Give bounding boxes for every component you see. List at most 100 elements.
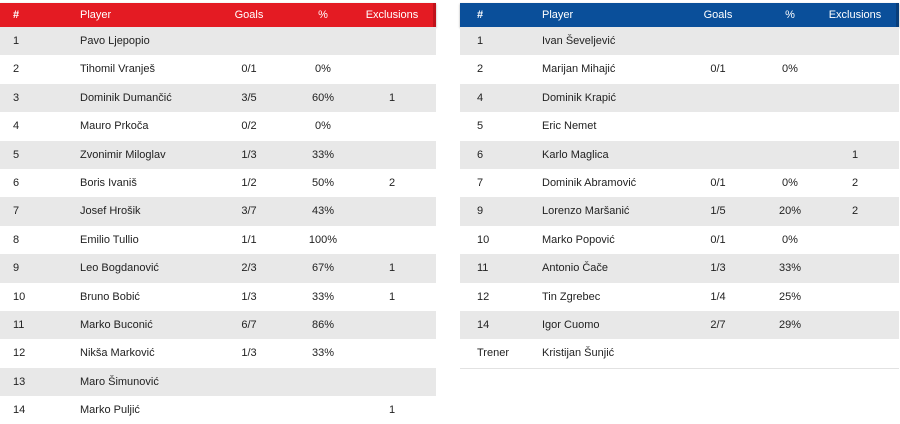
- player-number: 10: [13, 290, 26, 303]
- player-name: Marijan Mihajić: [542, 63, 616, 76]
- player-percent: 60%: [311, 91, 335, 104]
- player-percent: 100%: [308, 233, 338, 246]
- header-number: #: [477, 9, 484, 21]
- player-number: 14: [13, 404, 26, 417]
- player-percent: 0%: [782, 176, 798, 189]
- table-row: 5 Zvonimir Miloglav 1/3 33%: [0, 140, 436, 169]
- header-number: #: [13, 9, 20, 21]
- table-row: 8 Emilio Tullio 1/1 100%: [0, 226, 436, 254]
- table-row: 4 Dominik Krapić: [460, 83, 899, 113]
- home-table-header: # Player Goals % Exclusions: [0, 3, 436, 27]
- player-name: Boris Ivaniš: [80, 176, 137, 189]
- player-goals: 3/5: [241, 91, 257, 104]
- player-percent: 33%: [778, 262, 802, 275]
- home-team-stats-table: # Player Goals % Exclusions 1 Pavo Ljepop…: [0, 3, 436, 424]
- player-exclusions: 1: [388, 262, 396, 275]
- player-percent: 20%: [778, 205, 802, 218]
- player-name: Mauro Prkoča: [80, 120, 149, 133]
- player-exclusions: 2: [851, 176, 859, 189]
- player-percent: 0%: [782, 63, 798, 76]
- player-number: 11: [477, 262, 489, 275]
- player-percent: 33%: [311, 148, 335, 161]
- player-goals: 1/4: [710, 290, 726, 303]
- player-percent: 0%: [782, 233, 798, 246]
- player-goals: 1/2: [241, 176, 257, 189]
- player-name: Marko Puljić: [80, 404, 140, 417]
- table-row: 11 Marko Buconić 6/7 86%: [0, 310, 436, 340]
- player-exclusions: 1: [851, 148, 859, 161]
- table-row: 1 Ivan Ševeljević: [460, 27, 899, 56]
- player-name: Dominik Dumančić: [80, 91, 172, 104]
- player-name: Marko Popović: [542, 233, 615, 246]
- player-number: 10: [477, 233, 490, 246]
- coach-label: Trener: [477, 347, 509, 360]
- player-percent: 0%: [315, 120, 331, 133]
- player-number: 3: [13, 91, 20, 104]
- player-number: 14: [477, 318, 490, 331]
- player-goals: 1/3: [241, 148, 257, 161]
- player-name: Emilio Tullio: [80, 233, 139, 246]
- player-number: 7: [477, 176, 484, 189]
- player-name: Ivan Ševeljević: [542, 35, 616, 47]
- player-goals: 6/7: [241, 318, 257, 331]
- player-number: 12: [13, 347, 26, 360]
- table-row: 3 Dominik Dumančić 3/5 60% 1: [0, 83, 436, 113]
- player-exclusions: 1: [388, 91, 396, 104]
- player-name: Lorenzo Maršanić: [542, 205, 630, 218]
- player-goals: 0/1: [710, 63, 726, 76]
- away-table-header: # Player Goals % Exclusions: [460, 3, 899, 27]
- table-row: 2 Tihomil Vranješ 0/1 0%: [0, 55, 436, 83]
- player-number: 2: [477, 63, 484, 76]
- player-number: 12: [477, 290, 490, 303]
- table-row: 9 Leo Bogdanović 2/3 67% 1: [0, 254, 436, 283]
- player-name: Leo Bogdanović: [80, 262, 159, 275]
- player-percent: 43%: [311, 205, 335, 218]
- table-row: 1 Pavo Ljepopio: [0, 27, 436, 56]
- player-number: 2: [13, 63, 20, 76]
- player-number: 4: [477, 91, 484, 104]
- player-number: 13: [13, 375, 26, 388]
- header-goals: Goals: [703, 9, 733, 21]
- player-number: 1: [13, 35, 20, 47]
- player-goals: 1/5: [710, 205, 726, 218]
- player-exclusions: 1: [388, 290, 396, 303]
- player-name: Maro Šimunović: [80, 375, 159, 388]
- player-number: 7: [13, 205, 20, 218]
- player-percent: 29%: [778, 318, 802, 331]
- player-number: 6: [13, 176, 20, 189]
- away-player-rows: 1 Ivan Ševeljević 2 Marijan Mihajić 0/1 0% 4 Do…: [460, 27, 899, 340]
- player-number: 5: [477, 120, 484, 133]
- header-player: Player: [80, 9, 112, 21]
- player-name: Dominik Abramović: [542, 176, 637, 189]
- player-name: Dominik Krapić: [542, 91, 616, 104]
- coach-name: Kristijan Šunjić: [542, 347, 615, 360]
- table-row: 11 Antonio Čače 1/3 33%: [460, 254, 899, 283]
- player-goals: 1/3: [241, 347, 257, 360]
- table-row: 6 Karlo Maglica 1: [460, 140, 899, 169]
- player-percent: 50%: [311, 176, 335, 189]
- player-number: 8: [13, 233, 20, 246]
- coach-row: Trener Kristijan Šunjić: [460, 339, 899, 369]
- table-row: 13 Maro Šimunović: [0, 367, 436, 397]
- player-percent: 86%: [311, 318, 335, 331]
- player-exclusions: 2: [388, 176, 396, 189]
- player-number: 5: [13, 148, 20, 161]
- header-exclusions: Exclusions: [365, 9, 419, 21]
- home-player-rows: 1 Pavo Ljepopio 2 Tihomil Vranješ 0/1 0% 3 Domi…: [0, 27, 436, 424]
- player-name: Karlo Maglica: [542, 148, 609, 161]
- table-row: 10 Bruno Bobić 1/3 33% 1: [0, 283, 436, 311]
- player-exclusions: 1: [388, 404, 396, 417]
- player-goals: 2/7: [710, 318, 726, 331]
- player-percent: 67%: [311, 262, 335, 275]
- player-number: 1: [477, 35, 484, 47]
- player-name: Bruno Bobić: [80, 290, 140, 303]
- player-name: Marko Buconić: [80, 318, 153, 331]
- table-row: 10 Marko Popović 0/1 0%: [460, 226, 899, 254]
- table-row: 14 Marko Puljić 1: [0, 396, 436, 424]
- player-name: Zvonimir Miloglav: [80, 148, 166, 161]
- table-row: 4 Mauro Prkoča 0/2 0%: [0, 112, 436, 140]
- player-goals: 1/3: [241, 290, 257, 303]
- header-percent: %: [785, 9, 795, 21]
- player-goals: 2/3: [241, 262, 257, 275]
- player-name: Igor Cuomo: [542, 318, 600, 331]
